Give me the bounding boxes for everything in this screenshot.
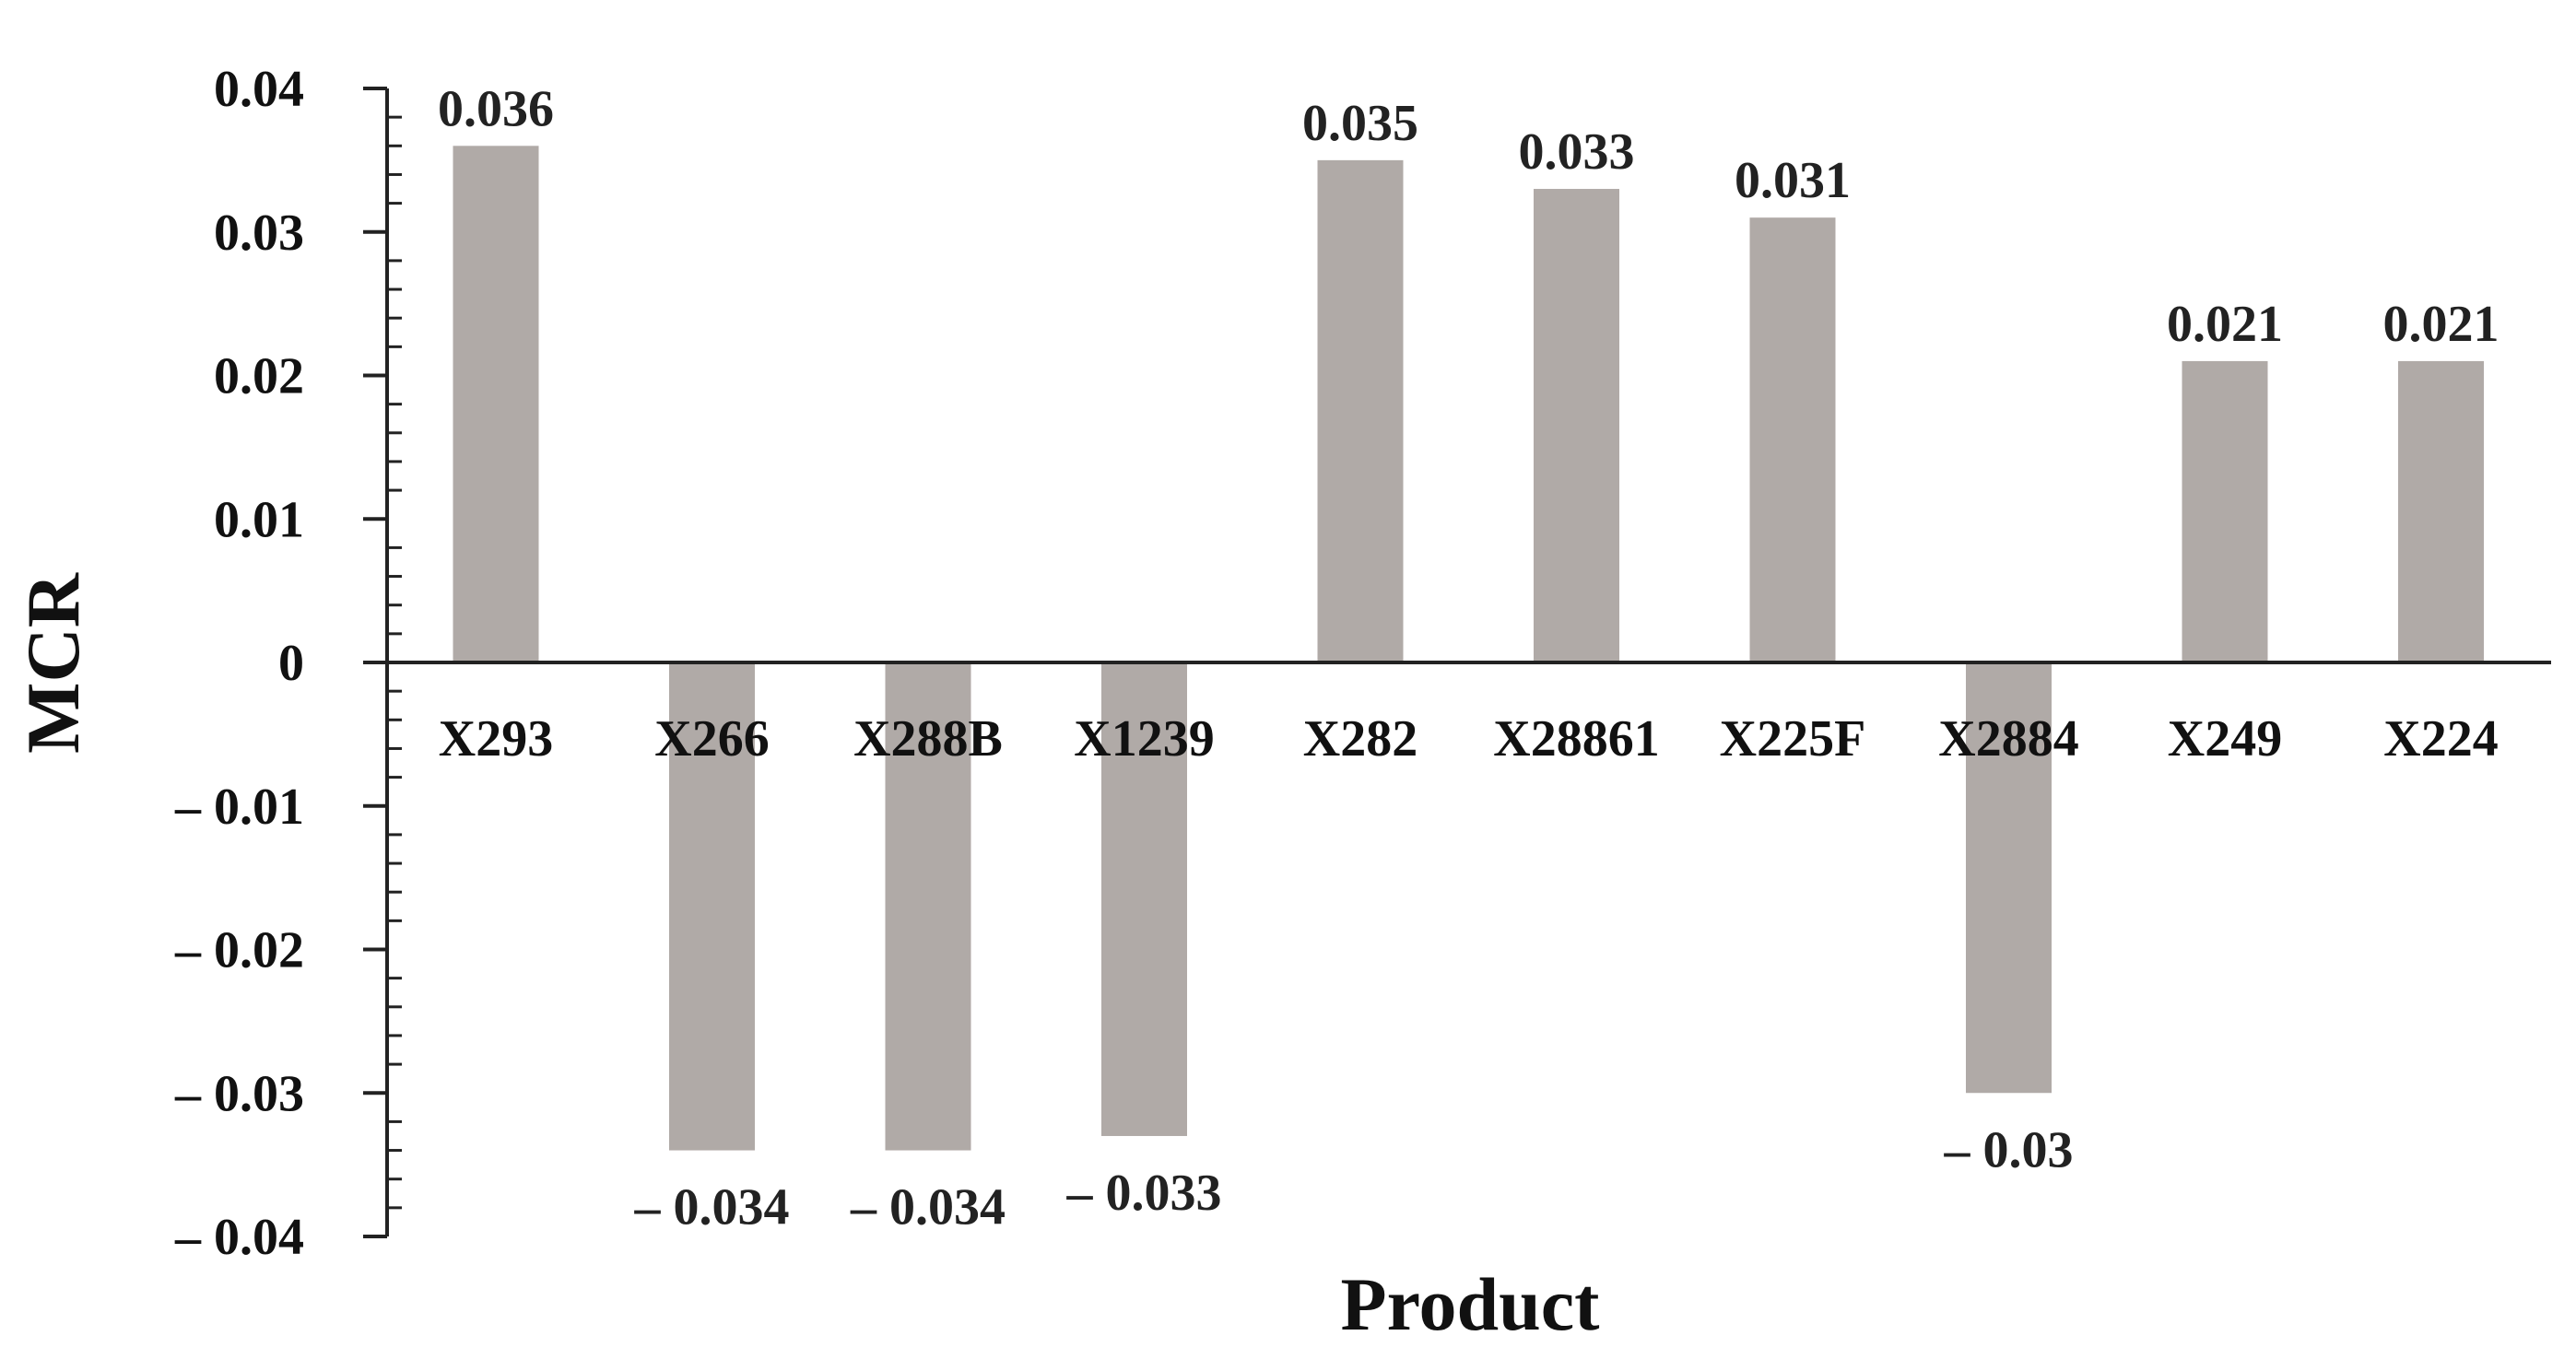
data-label: – 0.034 [634, 1179, 790, 1236]
axes-layer [363, 87, 2551, 1238]
category-label: X249 [2168, 710, 2282, 767]
bar [1966, 662, 2052, 1094]
bar [2182, 360, 2268, 662]
category-label: X293 [439, 710, 553, 767]
bar [885, 662, 971, 1151]
category-label: X28861 [1493, 710, 1659, 767]
labels-layer: 0.036 X293 – 0.034 X266 – 0.034 X288B – 0.033 X… [174, 61, 2500, 1266]
x-axis-title: Product [1341, 1262, 1600, 1346]
data-label: 0.031 [1735, 152, 1851, 209]
bar [1101, 662, 1187, 1136]
data-label: 0.035 [1302, 95, 1418, 152]
data-label: 0.021 [2383, 296, 2500, 353]
bar [2398, 360, 2484, 662]
data-label: 0.021 [2167, 296, 2283, 353]
y-tick-label: – 0.03 [174, 1065, 304, 1122]
bar [1317, 159, 1404, 662]
bar [453, 146, 539, 663]
y-tick-label: 0.02 [214, 348, 304, 405]
y-tick-label: – 0.04 [174, 1209, 304, 1266]
data-label: 0.033 [1519, 123, 1635, 181]
category-label: X225F [1720, 710, 1866, 767]
y-tick-label: 0.04 [214, 61, 304, 118]
data-label: – 0.034 [850, 1179, 1006, 1236]
data-label: – 0.03 [1944, 1121, 2074, 1178]
bar [1749, 217, 1836, 663]
category-label: X266 [654, 710, 769, 767]
category-label: X288B [853, 710, 1003, 767]
bar [1534, 189, 1619, 662]
bars-layer [453, 146, 2484, 1151]
y-axis-title: MCR [11, 572, 95, 754]
category-label: X1239 [1074, 710, 1214, 767]
category-label: X2884 [1938, 710, 2078, 767]
data-label: – 0.033 [1066, 1165, 1222, 1222]
data-label: 0.036 [438, 80, 554, 137]
y-tick-label: – 0.01 [174, 779, 304, 836]
y-tick-label: 0.03 [214, 205, 304, 262]
bar [669, 662, 755, 1151]
y-tick-label: – 0.02 [174, 922, 304, 979]
category-label: X224 [2383, 710, 2498, 767]
category-label: X282 [1303, 710, 1417, 767]
y-tick-label: 0 [278, 635, 304, 692]
y-tick-label: 0.01 [214, 491, 304, 548]
